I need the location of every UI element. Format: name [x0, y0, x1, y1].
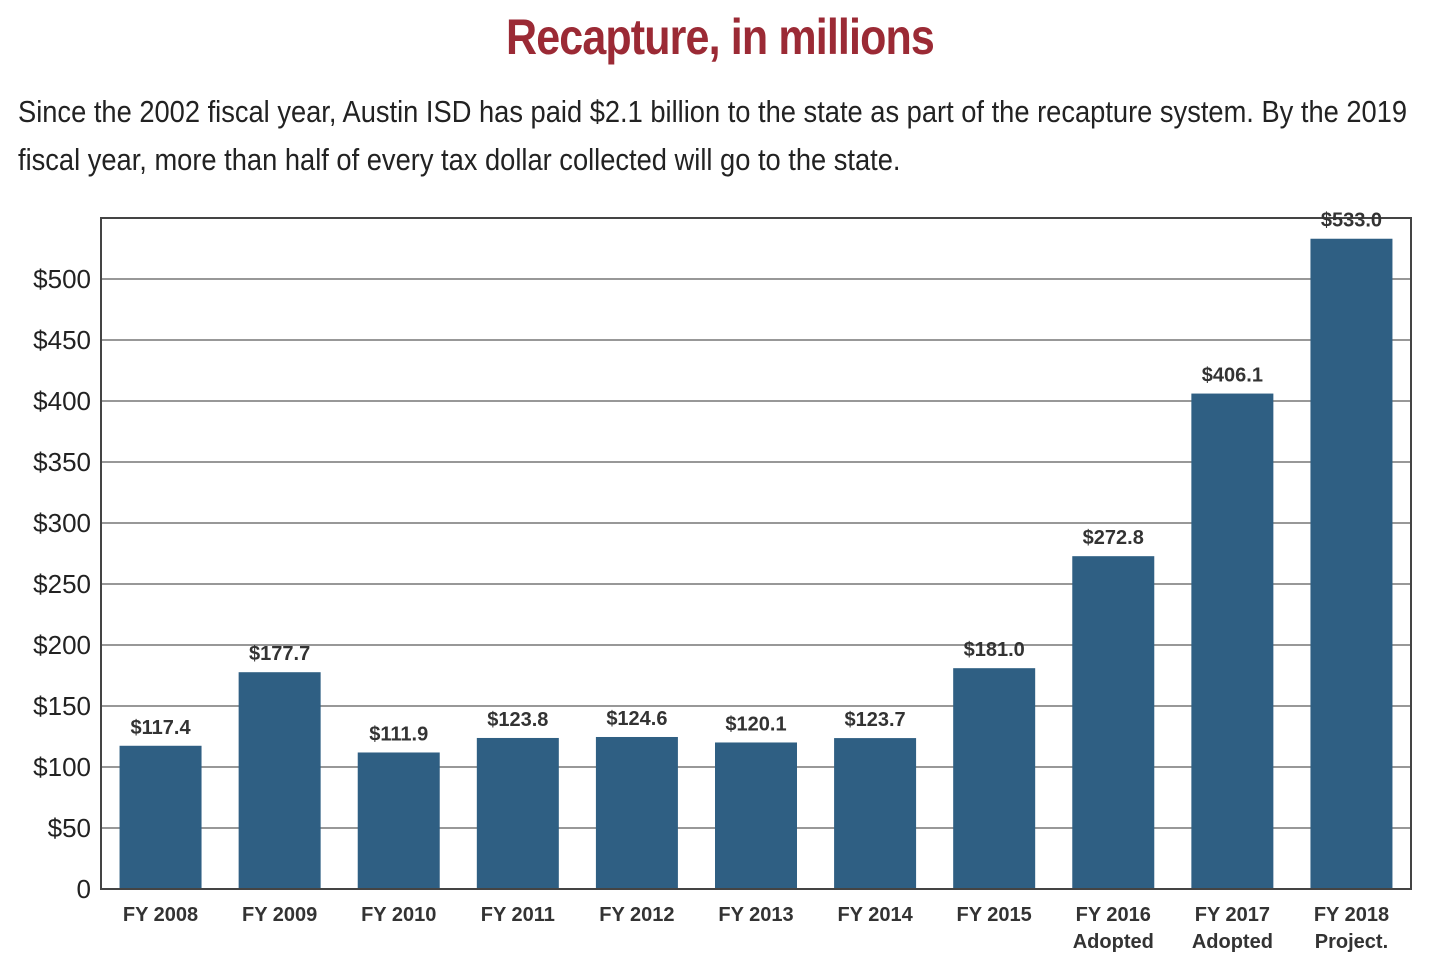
x-tick-label: FY 2014	[837, 904, 913, 926]
y-tick-label: $300	[33, 508, 91, 538]
data-label: $177.7	[249, 643, 310, 665]
data-label: $272.8	[1083, 527, 1144, 549]
bar	[953, 668, 1036, 889]
bar	[357, 752, 440, 889]
y-tick-label: $400	[33, 386, 91, 416]
data-label: $120.1	[725, 713, 786, 735]
data-label: $533.0	[1321, 210, 1382, 232]
bar	[1072, 556, 1155, 889]
x-tick-label: FY 2009	[242, 904, 317, 926]
y-tick-label: $350	[33, 447, 91, 477]
chart-subtitle: Since the 2002 fiscal year, Austin ISD h…	[18, 94, 1408, 177]
bar	[119, 745, 202, 889]
y-axis-ticks: 0 $50 $100 $150 $200 $250 $300 $350 $400 $450 $500	[33, 264, 91, 904]
x-tick-label: Adopted	[1192, 931, 1273, 953]
x-tick-label: FY 2013	[718, 904, 793, 926]
y-tick-label: $500	[33, 264, 91, 294]
y-tick-label: $100	[33, 752, 91, 782]
x-tick-label: Adopted	[1073, 931, 1154, 953]
data-label: $123.7	[845, 709, 906, 731]
x-tick-label: Project.	[1315, 931, 1388, 953]
y-tick-label: $450	[33, 325, 91, 355]
chart-title: Recapture, in millions	[506, 9, 935, 65]
y-tick-label: $150	[33, 691, 91, 721]
x-axis-labels: FY 2008 FY 2009 FY 2010 FY 2011 FY 2012 FY 20…	[123, 904, 1389, 953]
bar	[238, 672, 321, 889]
bar	[1191, 393, 1274, 889]
plot-border	[100, 217, 1412, 890]
x-tick-label: FY 2008	[123, 904, 198, 926]
x-tick-label: FY 2011	[481, 904, 555, 926]
y-tick-label: $50	[48, 813, 91, 843]
data-labels: $117.4 $177.7 $111.9 $123.8 $124.6 $120.1 $123…	[131, 210, 1383, 746]
x-tick-label: FY 2018	[1314, 904, 1389, 926]
y-tick-label: $250	[33, 569, 91, 599]
data-label: $181.0	[964, 639, 1025, 661]
y-tick-label: $200	[33, 630, 91, 660]
bar	[595, 736, 678, 889]
data-label: $117.4	[131, 717, 192, 739]
data-label: $111.9	[369, 723, 428, 745]
plot-frame	[100, 217, 1412, 890]
x-tick-label: FY 2010	[361, 904, 436, 926]
x-tick-label: FY 2017	[1195, 904, 1270, 926]
bar	[1310, 238, 1393, 890]
bar	[834, 738, 917, 889]
data-label: $123.8	[487, 709, 548, 731]
data-label: $406.1	[1202, 365, 1263, 387]
x-tick-label: FY 2015	[957, 904, 1032, 926]
bars	[119, 238, 1393, 890]
x-tick-label: FY 2012	[599, 904, 674, 926]
x-tick-label: FY 2016	[1076, 904, 1151, 926]
bar	[715, 742, 797, 889]
bar	[476, 737, 559, 889]
data-label: $124.6	[606, 708, 667, 730]
y-tick-label: 0	[77, 874, 91, 904]
